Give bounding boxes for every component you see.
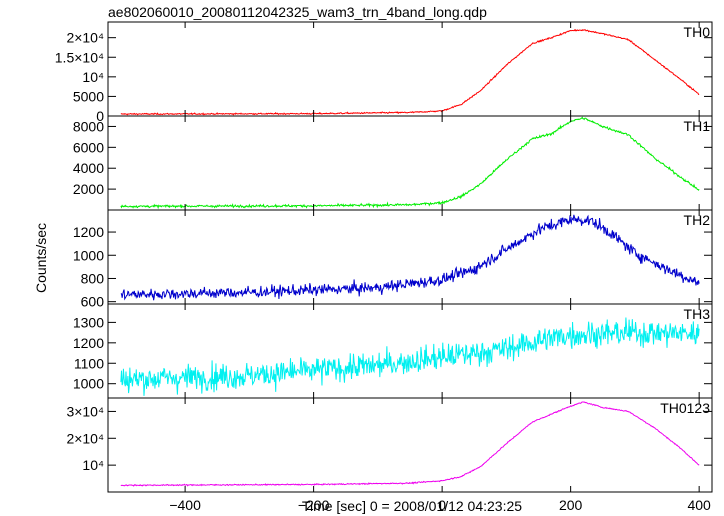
panels-group: 0 5000 10⁴ 1.5×10⁴ 2×10⁴ TH0 2000 4000 6000 8000 T… bbox=[55, 21, 713, 493]
y-tick-label: 800 bbox=[81, 270, 105, 286]
x-tick-label: 200 bbox=[559, 497, 583, 513]
panel-frame bbox=[107, 209, 713, 305]
panel-th2: 600 800 1000 1200 TH2 bbox=[73, 209, 713, 310]
y-tick-label: 1300 bbox=[73, 314, 104, 330]
y-tick-label: 3×10⁴ bbox=[66, 403, 104, 419]
y-tick-label: 4000 bbox=[73, 160, 104, 176]
y-tick-label: 5000 bbox=[73, 88, 104, 104]
panel-th0: 0 5000 10⁴ 1.5×10⁴ 2×10⁴ TH0 bbox=[55, 21, 713, 124]
y-tick-label: 1200 bbox=[73, 224, 104, 240]
panel-frame bbox=[107, 303, 713, 399]
y-tick-label: 10⁴ bbox=[82, 69, 104, 85]
y-tick-label: 8000 bbox=[73, 118, 104, 134]
x-axis-label: Time [sec] 0 = 2008/01/12 04:23:25 bbox=[302, 498, 522, 514]
series-line-th2 bbox=[120, 214, 700, 301]
y-tick-label: 2×10⁴ bbox=[66, 430, 104, 446]
chart-title: ae802060010_20080112042325_wam3_trn_4ban… bbox=[108, 4, 487, 20]
y-tick-label: 2000 bbox=[73, 181, 104, 197]
panel-frame bbox=[107, 397, 713, 493]
panel-frame bbox=[107, 21, 713, 117]
y-tick-label: 1000 bbox=[73, 376, 104, 392]
y-tick-label: 1.5×10⁴ bbox=[55, 49, 104, 65]
y-tick-label: 1100 bbox=[74, 355, 104, 371]
y-tick-label: 1200 bbox=[73, 335, 104, 351]
series-line-th0 bbox=[120, 28, 700, 116]
x-axis: −400 −200 0 200 400 bbox=[169, 497, 711, 513]
y-tick-label: 6000 bbox=[73, 139, 104, 155]
x-tick-label: 0 bbox=[438, 497, 446, 513]
panel-label-th1: TH1 bbox=[684, 118, 711, 134]
y-tick-label: 600 bbox=[81, 294, 105, 310]
series-line-th1 bbox=[120, 116, 700, 210]
panel-th1: 2000 4000 6000 8000 TH1 bbox=[73, 115, 713, 211]
panel-label-th2: TH2 bbox=[684, 212, 711, 228]
series-line-th0123 bbox=[120, 401, 700, 487]
panel-frame bbox=[107, 115, 713, 211]
y-tick-label: 2×10⁴ bbox=[66, 30, 104, 46]
y-tick-label: 10⁴ bbox=[82, 457, 104, 473]
x-tick-label: 400 bbox=[687, 497, 711, 513]
panel-th3: 1000 1100 1200 1300 TH3 bbox=[73, 303, 713, 399]
panel-label-th0: TH0 bbox=[684, 24, 711, 40]
panel-label-th3: TH3 bbox=[684, 306, 711, 322]
series-line-th3 bbox=[120, 317, 700, 396]
panel-label-th0123: TH0123 bbox=[660, 400, 710, 416]
y-tick-label: 1000 bbox=[73, 247, 104, 263]
x-tick-label: −200 bbox=[298, 497, 330, 513]
y-tick-label: 0 bbox=[96, 108, 104, 124]
y-axis-label: Counts/sec bbox=[33, 223, 49, 293]
panel-th0123: 10⁴ 2×10⁴ 3×10⁴ TH0123 bbox=[66, 397, 713, 493]
x-tick-label: −400 bbox=[169, 497, 201, 513]
